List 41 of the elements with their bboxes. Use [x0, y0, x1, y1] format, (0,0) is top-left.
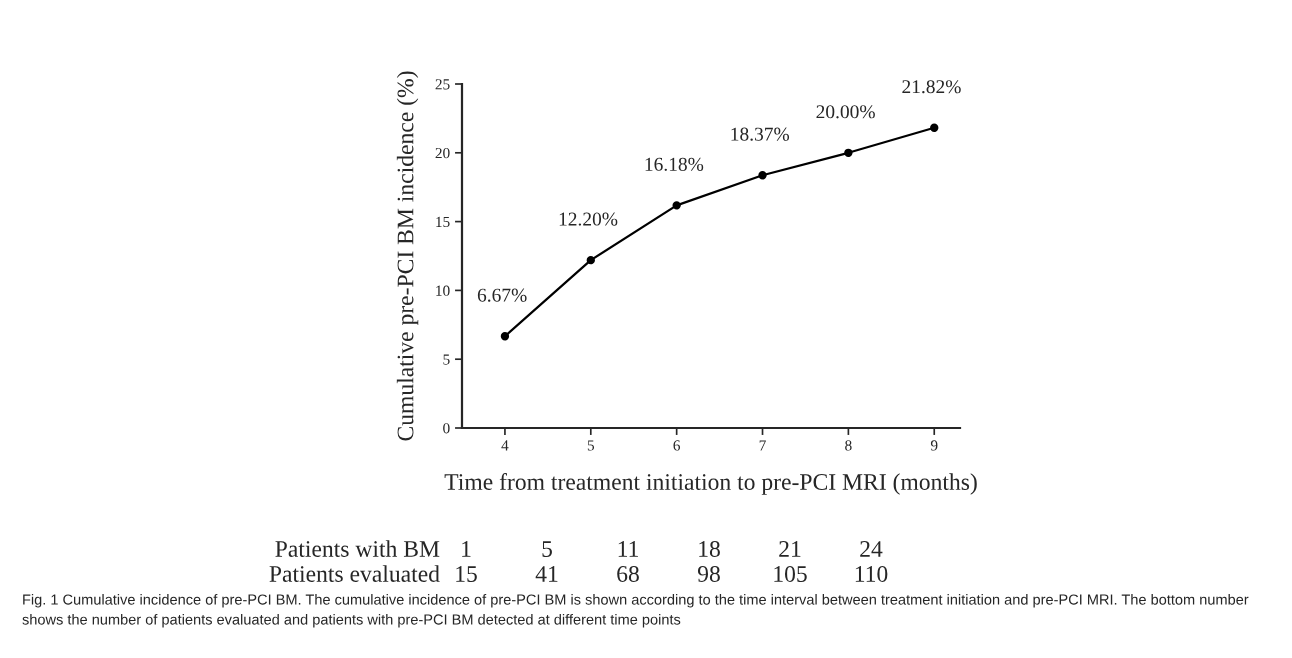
text: 18: [699, 540, 720, 557]
text: 105: [774, 565, 807, 582]
caption: Fig. 1 Cumulative incidence of pre-PCI BM. The cumulative incidence of pre-PCI BM is shown according to the time interval between treatment initiation and pre-PCI MRI. The bottom number shows the number of patients evaluated and patients with pre-PCI BM detected at different time points: [22, 594, 1249, 628]
text: 21: [779, 541, 801, 557]
text: 41: [535, 566, 558, 582]
text: 98: [697, 565, 720, 582]
data-label: 21.82%: [902, 80, 961, 94]
x-axis-title: Time from treatment initiation to pre-PCI MRI (months): [444, 473, 977, 495]
y-tick-label: 20: [435, 147, 450, 159]
x-tick-label: 4: [501, 440, 509, 451]
data-label: 12.20%: [559, 212, 618, 226]
data-label: 16.18%: [645, 157, 704, 171]
data-label: 6.67%: [477, 288, 527, 302]
point: [500, 332, 510, 341]
text: 5: [542, 541, 552, 557]
text: 24: [860, 541, 883, 557]
text: 1: [462, 541, 471, 557]
point: [930, 123, 939, 132]
y-axis-title: Cumulative pre-PCI BM incidence (%): [396, 71, 419, 441]
data-label: 20.00%: [816, 105, 875, 119]
y-tick-label: 25: [435, 79, 450, 90]
x-tick-label: 5: [587, 440, 595, 451]
point: [672, 201, 681, 210]
text: 110: [855, 565, 888, 582]
text: 11: [618, 541, 638, 557]
y-tick-label: 15: [436, 216, 450, 228]
point: [586, 255, 595, 265]
y-tick-label: 10: [436, 285, 450, 296]
text: Patients evaluated: [269, 565, 440, 582]
text: 15: [456, 566, 477, 582]
x-tick-label: 6: [673, 440, 681, 451]
x-tick-label: 7: [759, 440, 766, 451]
point: [844, 148, 853, 157]
point: [758, 171, 767, 180]
text: Patients with BM: [275, 540, 440, 557]
y-tick-label: 5: [443, 354, 450, 365]
data-label: 18.37%: [731, 127, 790, 141]
x-tick-label: 9: [930, 440, 938, 451]
x-tick-label: 8: [845, 440, 852, 451]
text: 68: [617, 565, 639, 582]
y-tick-label: 0: [443, 423, 450, 434]
